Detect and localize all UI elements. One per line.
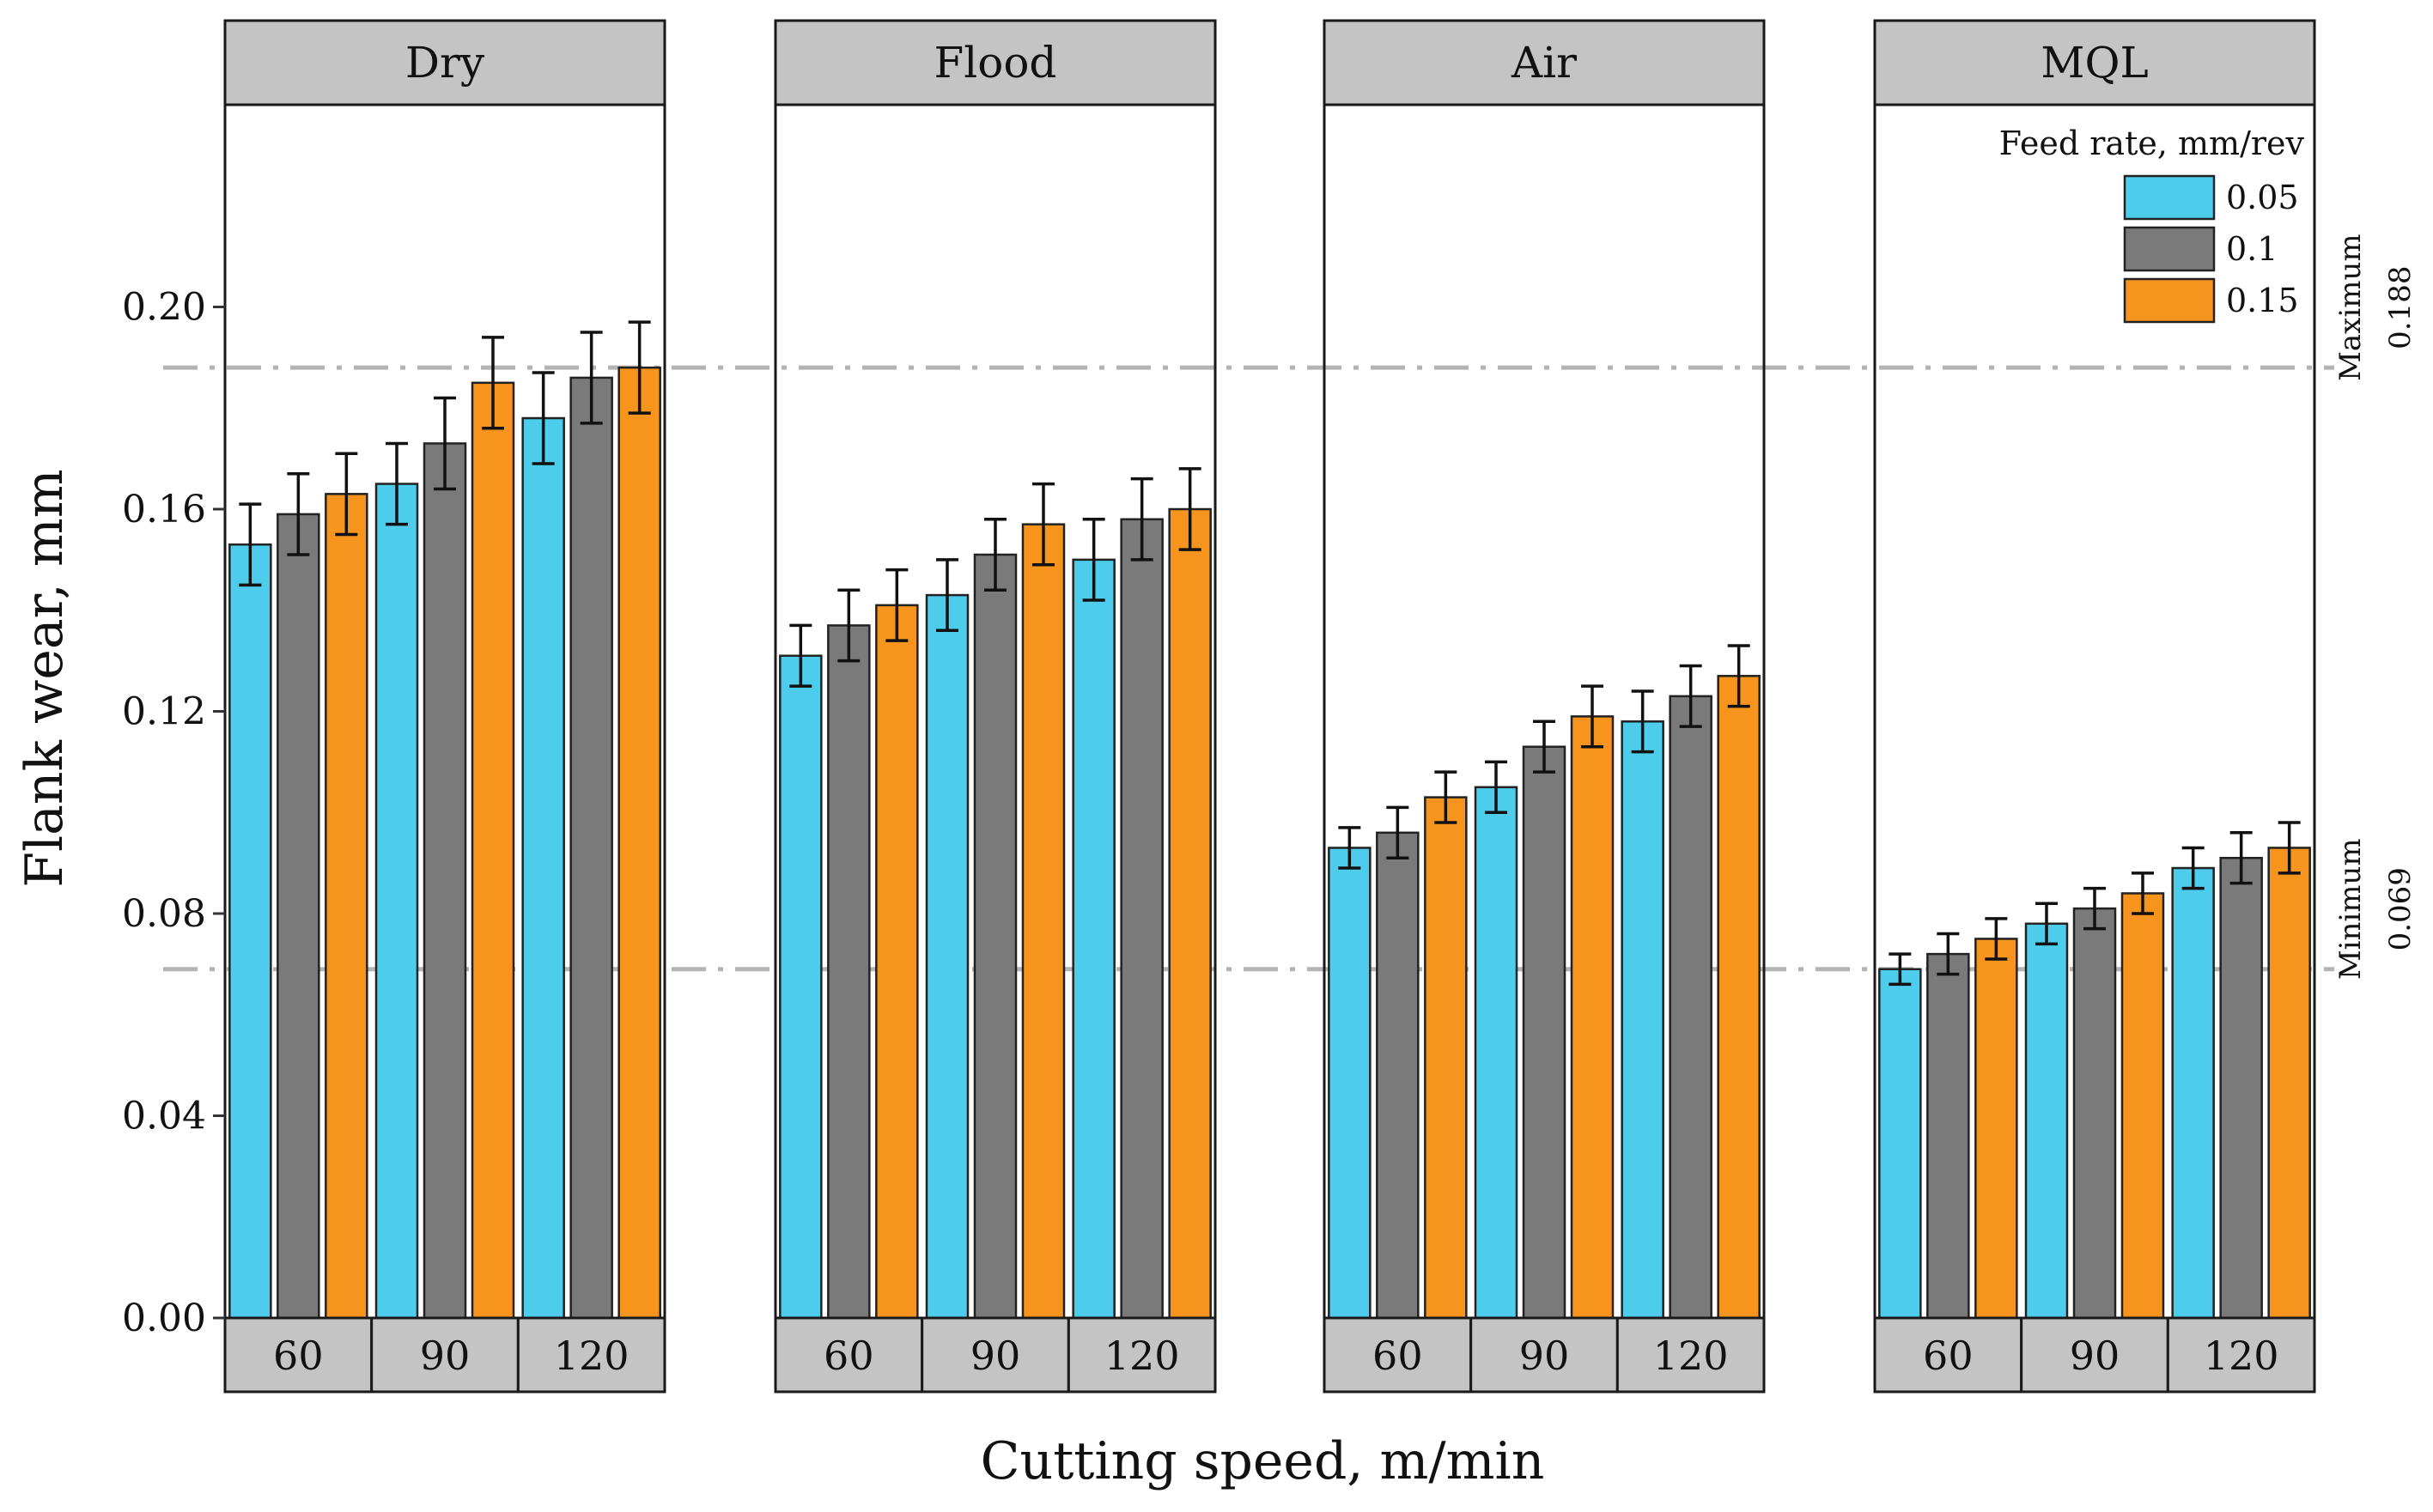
reference-lines: [163, 365, 2334, 972]
legend-swatch: [2123, 226, 2216, 272]
facet-strip: [1323, 19, 1766, 106]
category-label: 120: [1653, 1333, 1729, 1379]
y-tick-label: 0.16: [122, 488, 206, 531]
bar: [569, 376, 613, 1320]
facet-label: Air: [1511, 38, 1577, 88]
category-cell: [2020, 1316, 2169, 1394]
y-tick-label: 0.04: [122, 1095, 206, 1139]
legend: Feed rate, mm/rev 0.05 0.1 0.15: [1999, 124, 2305, 324]
reference-name-maximum: Maximum: [2333, 234, 2368, 381]
bar: [1621, 720, 1664, 1320]
bar: [973, 553, 1018, 1320]
bar: [1072, 558, 1116, 1320]
y-axis: 0.00 0.04 0.08 0.12 0.16 0.20: [122, 286, 225, 1340]
y-tick-label: 0.20: [122, 286, 206, 330]
facets: Dry 60 90 120 Flood 60 90 120 Air 60 90 120 MQL 60 90 1…: [223, 19, 2316, 1394]
bar: [1120, 518, 1164, 1320]
legend-swatch: [2123, 277, 2216, 324]
bar: [374, 483, 419, 1320]
reference-line-labels: Maximum 0.188 Minimum 0.069: [2333, 234, 2418, 980]
bar: [1878, 968, 1922, 1320]
y-axis-title: Flank wear, mm: [15, 469, 75, 887]
facet-air: Air 60 90 120: [1323, 19, 1766, 1394]
legend-label: 0.1: [2226, 230, 2278, 268]
bar: [471, 381, 515, 1320]
y-tick-label: 0.12: [122, 690, 206, 734]
category-label: 90: [970, 1333, 1021, 1379]
bar: [1474, 786, 1518, 1320]
facet-label: Flood: [934, 38, 1057, 88]
category-label: 90: [420, 1333, 471, 1379]
category-label: 120: [554, 1333, 630, 1379]
bar: [2219, 856, 2263, 1320]
bar: [1974, 938, 2018, 1320]
bar: [1522, 745, 1566, 1320]
bar: [2171, 866, 2215, 1320]
bar: [228, 543, 272, 1320]
bar: [1376, 831, 1420, 1320]
bar: [2267, 847, 2311, 1320]
category-label: 60: [1372, 1333, 1423, 1379]
bar: [1424, 796, 1468, 1320]
reference-value-minimum: 0.069: [2383, 867, 2418, 950]
legend-entries: 0.05 0.1 0.15: [2123, 174, 2299, 324]
category-cell: [223, 1316, 374, 1394]
bar: [779, 654, 823, 1320]
bar: [521, 416, 565, 1320]
bar: [277, 513, 320, 1320]
facet-strip: [1873, 19, 2316, 106]
category-cell: [1469, 1316, 1619, 1394]
x-axis-title: Cutting speed, m/min: [981, 1431, 1545, 1491]
bar: [1570, 715, 1615, 1320]
reference-value-maximum: 0.188: [2383, 265, 2418, 349]
category-label: 90: [2070, 1333, 2120, 1379]
facet-mql: MQL 60 90 120: [1873, 19, 2316, 1394]
bar: [1328, 847, 1372, 1320]
bar: [2120, 892, 2165, 1320]
y-tick-label: 0.00: [122, 1296, 206, 1340]
category-label: 120: [2204, 1333, 2279, 1379]
category-label: 60: [1923, 1333, 1974, 1379]
bar: [875, 604, 919, 1320]
legend-label: 0.05: [2226, 179, 2299, 216]
facet-label: MQL: [2041, 38, 2148, 88]
y-tick-label: 0.08: [122, 892, 206, 936]
category-cell: [370, 1316, 520, 1394]
facet-dry: Dry 60 90 120: [223, 19, 666, 1394]
bar: [1926, 952, 1970, 1320]
category-cell: [1615, 1316, 1766, 1394]
category-cell: [516, 1316, 666, 1394]
category-cell: [2166, 1316, 2316, 1394]
category-cell: [1067, 1316, 1217, 1394]
legend-label: 0.15: [2226, 282, 2299, 319]
bar: [2024, 922, 2069, 1320]
bar: [2072, 907, 2117, 1320]
category-label: 90: [1519, 1333, 1570, 1379]
category-label: 120: [1104, 1333, 1180, 1379]
legend-title: Feed rate, mm/rev: [1999, 124, 2305, 162]
bar: [325, 493, 368, 1320]
facet-strip: [774, 19, 1217, 106]
bar: [423, 442, 467, 1320]
facet-flood: Flood 60 90 120: [774, 19, 1217, 1394]
category-label: 60: [824, 1333, 874, 1379]
bar: [1021, 523, 1066, 1320]
facet-label: Dry: [405, 38, 485, 88]
category-cell: [921, 1316, 1070, 1394]
bar: [925, 593, 970, 1320]
reference-name-minimum: Minimum: [2333, 838, 2368, 980]
category-cell: [774, 1316, 924, 1394]
legend-swatch: [2123, 174, 2216, 221]
category-label: 60: [273, 1333, 324, 1379]
bar: [827, 624, 871, 1320]
bar: [1717, 675, 1761, 1320]
bar: [617, 366, 661, 1320]
bar: [1669, 695, 1712, 1320]
bar: [1168, 507, 1212, 1320]
